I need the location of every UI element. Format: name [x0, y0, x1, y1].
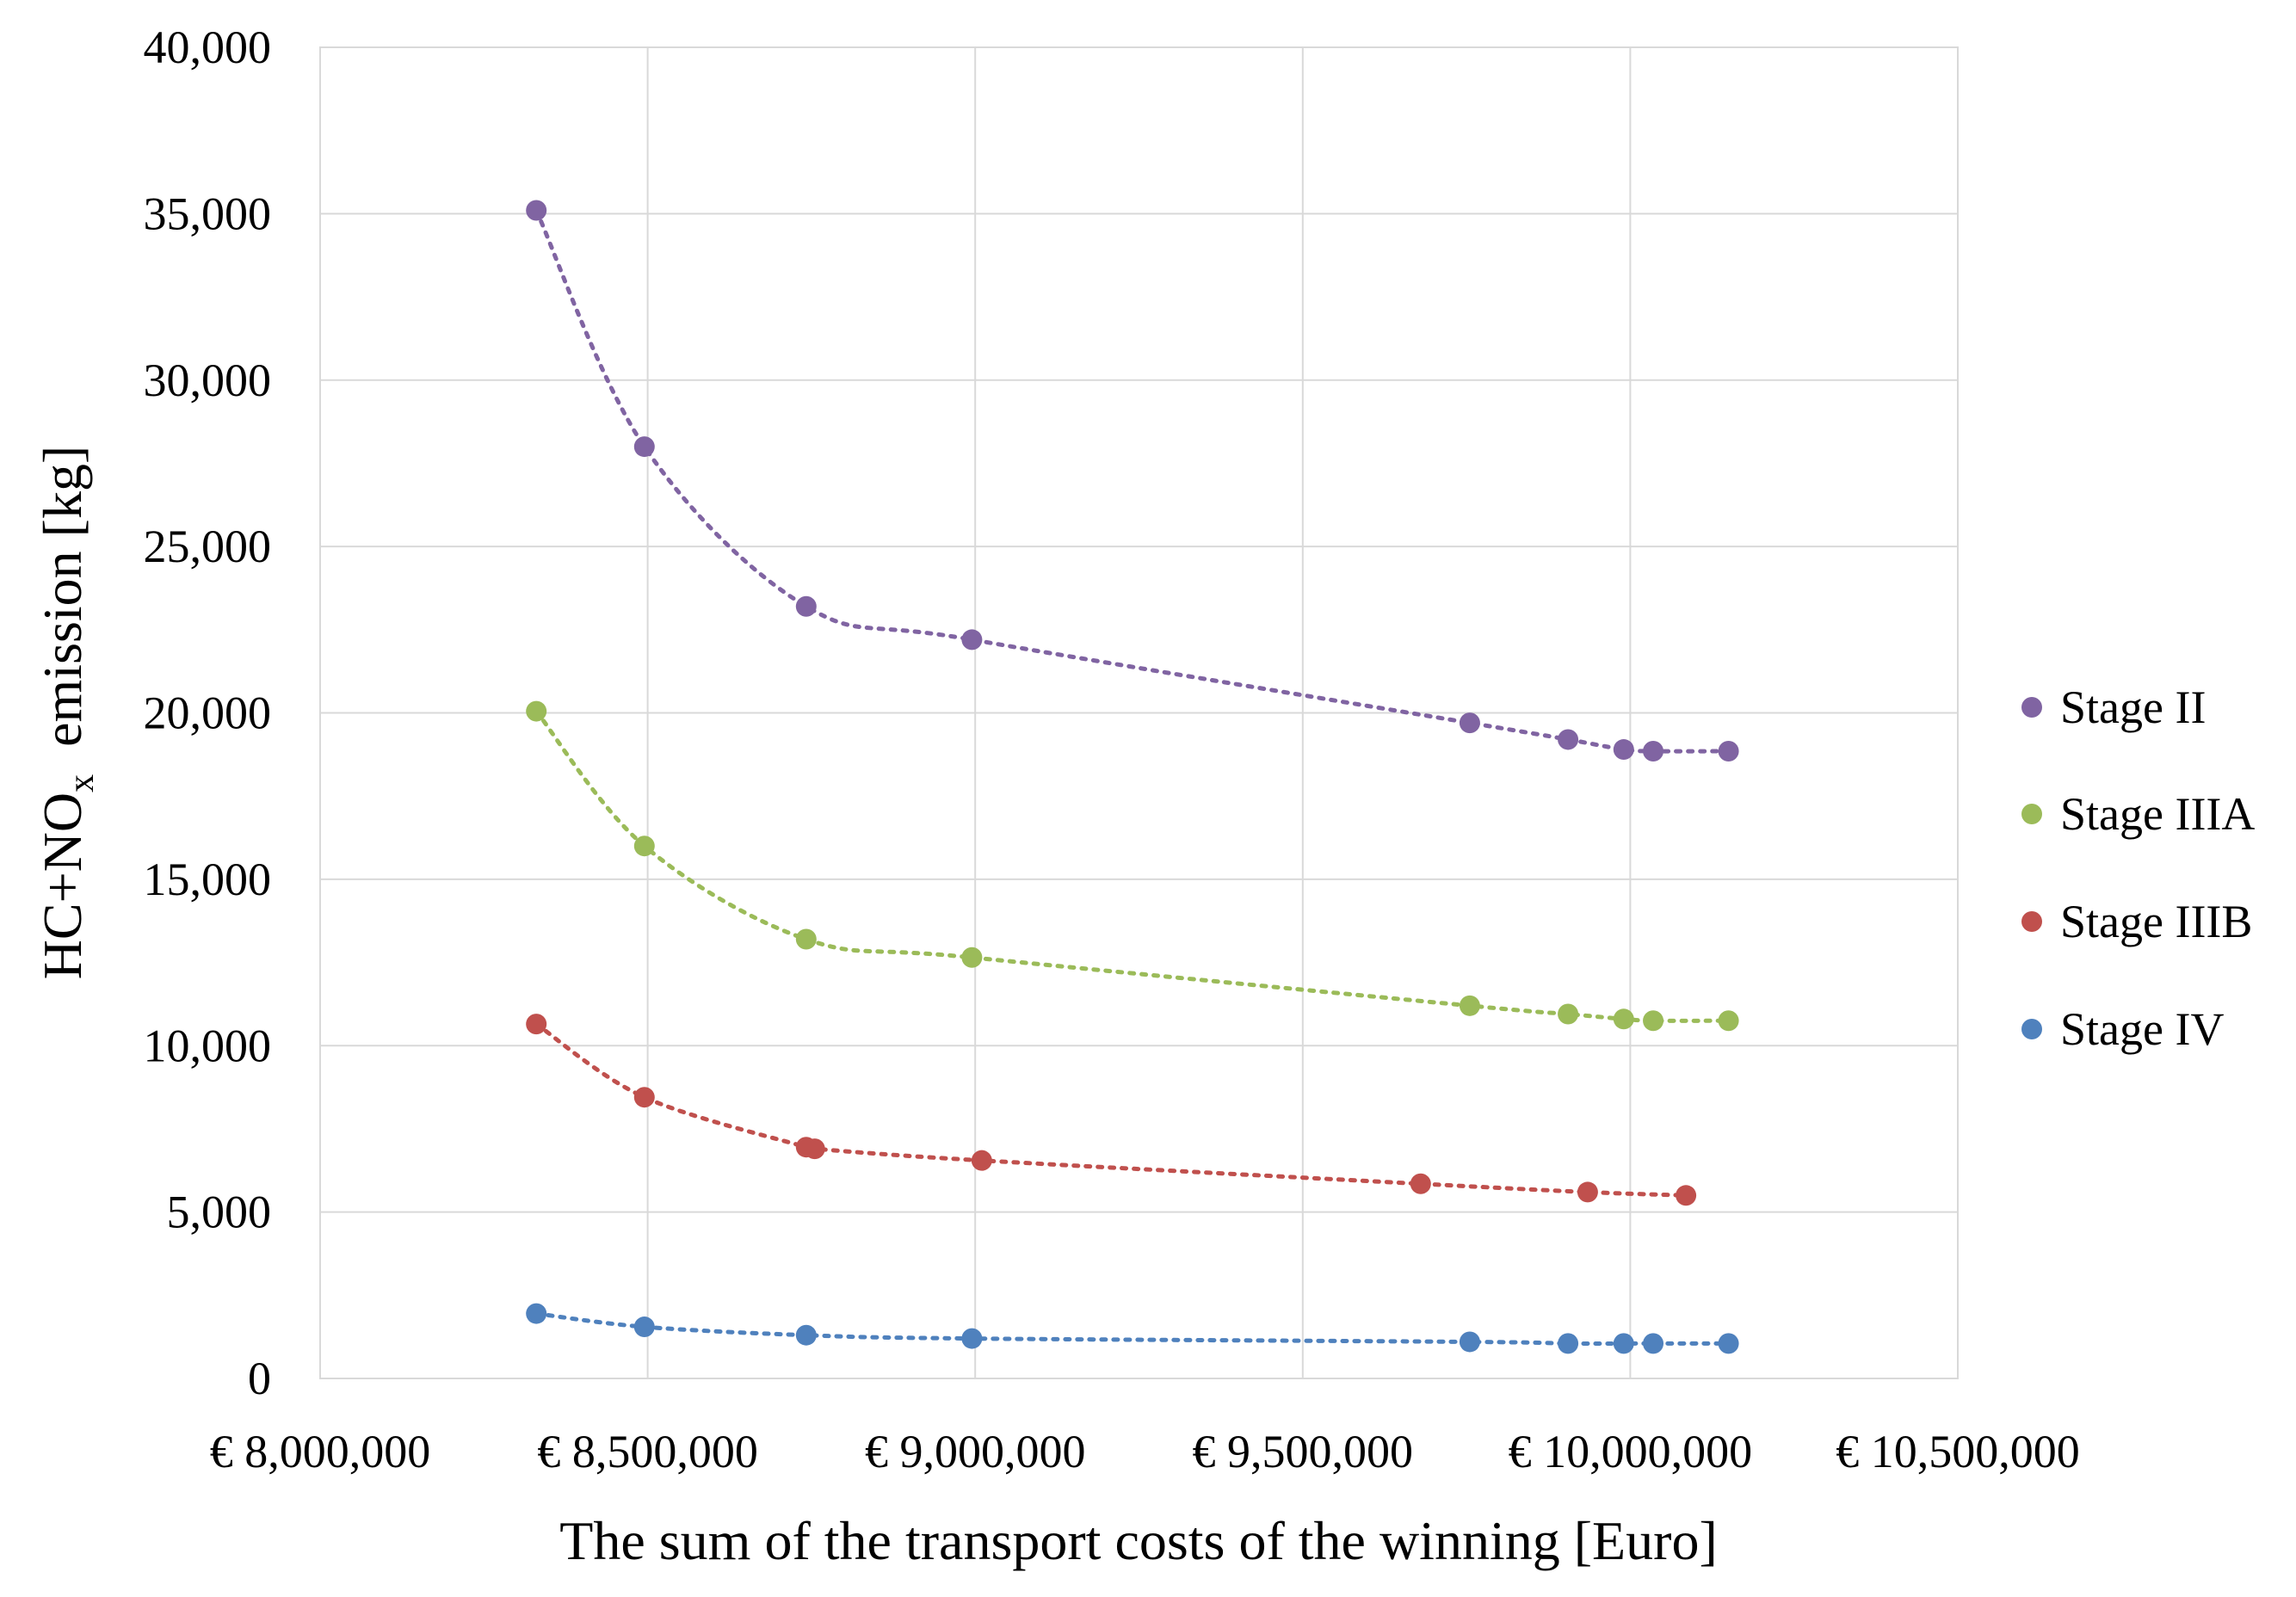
series-line-stage-iiia — [534, 709, 1731, 1023]
y-tick-label: 35,000 — [144, 188, 272, 239]
legend: Stage II Stage IIIA Stage IIIB Stage IV — [2021, 681, 2255, 1055]
x-axis-ticks: € 8,000,000 € 8,500,000 € 9,000,000 € 9,500… — [210, 1426, 2080, 1477]
y-axis-title-subscript: x — [62, 774, 102, 792]
data-point-stage-ii[interactable] — [1613, 739, 1634, 761]
series-stage-iiib — [526, 1014, 1697, 1206]
data-point-stage-iiib[interactable] — [633, 1087, 655, 1108]
y-axis-title-prefix: HC+NO — [32, 792, 93, 979]
data-point-stage-iiia[interactable] — [961, 946, 983, 968]
data-point-stage-iiib[interactable] — [804, 1138, 825, 1160]
data-point-stage-ii[interactable] — [1643, 740, 1664, 762]
y-axis-title: HC+NOx emission [kg] — [32, 446, 102, 980]
y-tick-label: 5,000 — [167, 1187, 272, 1238]
data-point-stage-iv[interactable] — [1459, 1331, 1480, 1353]
data-point-stage-iv[interactable] — [795, 1324, 817, 1346]
data-point-stage-ii[interactable] — [1459, 712, 1480, 734]
data-point-stage-iv[interactable] — [633, 1316, 655, 1338]
data-point-stage-iv[interactable] — [526, 1303, 547, 1324]
data-point-stage-iiia[interactable] — [1613, 1008, 1634, 1030]
plot-area-border — [319, 46, 1959, 1379]
series-layer — [526, 200, 1739, 1354]
series-line-stage-ii — [534, 208, 1731, 754]
data-point-stage-ii[interactable] — [1558, 729, 1579, 750]
data-point-stage-iv[interactable] — [1558, 1333, 1579, 1354]
y-tick-label: 30,000 — [144, 355, 272, 406]
data-point-stage-ii[interactable] — [961, 629, 983, 651]
legend-marker-stage-iiib — [2021, 911, 2042, 932]
series-line-stage-iv — [534, 1311, 1731, 1347]
data-point-stage-iiia[interactable] — [1718, 1010, 1739, 1032]
data-point-stage-iv[interactable] — [1613, 1333, 1634, 1354]
x-tick-label: € 9,500,000 — [1193, 1426, 1414, 1477]
legend-item-stage-iiib[interactable]: Stage IIIB — [2021, 896, 2252, 947]
series-stage-iv — [526, 1303, 1739, 1354]
gridlines — [320, 47, 1958, 1378]
data-point-stage-iiia[interactable] — [633, 835, 655, 857]
legend-label-stage-iiib: Stage IIIB — [2060, 896, 2252, 947]
legend-label-stage-iiia: Stage IIIA — [2060, 788, 2255, 840]
data-point-stage-iiia[interactable] — [1459, 995, 1480, 1016]
data-point-stage-ii[interactable] — [633, 436, 655, 458]
y-tick-label: 15,000 — [144, 854, 272, 905]
y-axis-title-suffix: emission [kg] — [32, 446, 93, 774]
data-point-stage-iiib[interactable] — [1410, 1173, 1431, 1194]
data-point-stage-iiia[interactable] — [795, 928, 817, 950]
data-point-stage-iv[interactable] — [1718, 1333, 1739, 1354]
legend-label-stage-ii: Stage II — [2060, 681, 2206, 733]
y-tick-label: 25,000 — [144, 521, 272, 572]
y-tick-label: 20,000 — [144, 688, 272, 739]
data-point-stage-ii[interactable] — [1718, 740, 1739, 762]
x-tick-label: € 9,000,000 — [865, 1426, 1086, 1477]
legend-marker-stage-iv — [2021, 1019, 2042, 1039]
series-stage-iiia — [526, 700, 1739, 1032]
data-point-stage-iv[interactable] — [961, 1328, 983, 1349]
legend-marker-stage-iiia — [2021, 804, 2042, 824]
series-line-stage-iiib — [534, 1021, 1688, 1198]
legend-item-stage-iv[interactable]: Stage IV — [2021, 1003, 2224, 1055]
legend-item-stage-iiia[interactable]: Stage IIIA — [2021, 788, 2255, 840]
data-point-stage-iiia[interactable] — [1643, 1010, 1664, 1032]
legend-label-stage-iv: Stage IV — [2060, 1003, 2224, 1055]
x-tick-label: € 10,500,000 — [1836, 1426, 2080, 1477]
y-tick-label: 0 — [248, 1353, 271, 1404]
data-point-stage-iiia[interactable] — [526, 700, 547, 722]
series-stage-ii — [526, 200, 1739, 762]
x-tick-label: € 10,000,000 — [1509, 1426, 1753, 1477]
y-tick-label: 10,000 — [144, 1020, 272, 1071]
x-axis-title: The sum of the transport costs of the wi… — [559, 1510, 1718, 1571]
x-tick-label: € 8,000,000 — [210, 1426, 431, 1477]
x-tick-label: € 8,500,000 — [537, 1426, 758, 1477]
data-point-stage-iiib[interactable] — [1676, 1185, 1697, 1206]
y-axis-ticks: 0 5,000 10,000 15,000 20,000 25,000 30,000 35,0… — [144, 22, 272, 1404]
data-point-stage-ii[interactable] — [795, 595, 817, 617]
data-point-stage-iiia[interactable] — [1558, 1003, 1579, 1025]
data-point-stage-iiib[interactable] — [1577, 1181, 1598, 1203]
data-point-stage-ii[interactable] — [526, 200, 547, 221]
data-point-stage-iiib[interactable] — [971, 1150, 992, 1171]
legend-marker-stage-ii — [2021, 697, 2042, 718]
data-point-stage-iiib[interactable] — [526, 1014, 547, 1035]
legend-item-stage-ii[interactable]: Stage II — [2021, 681, 2206, 733]
y-tick-label: 40,000 — [144, 22, 272, 73]
data-point-stage-iv[interactable] — [1643, 1333, 1664, 1354]
